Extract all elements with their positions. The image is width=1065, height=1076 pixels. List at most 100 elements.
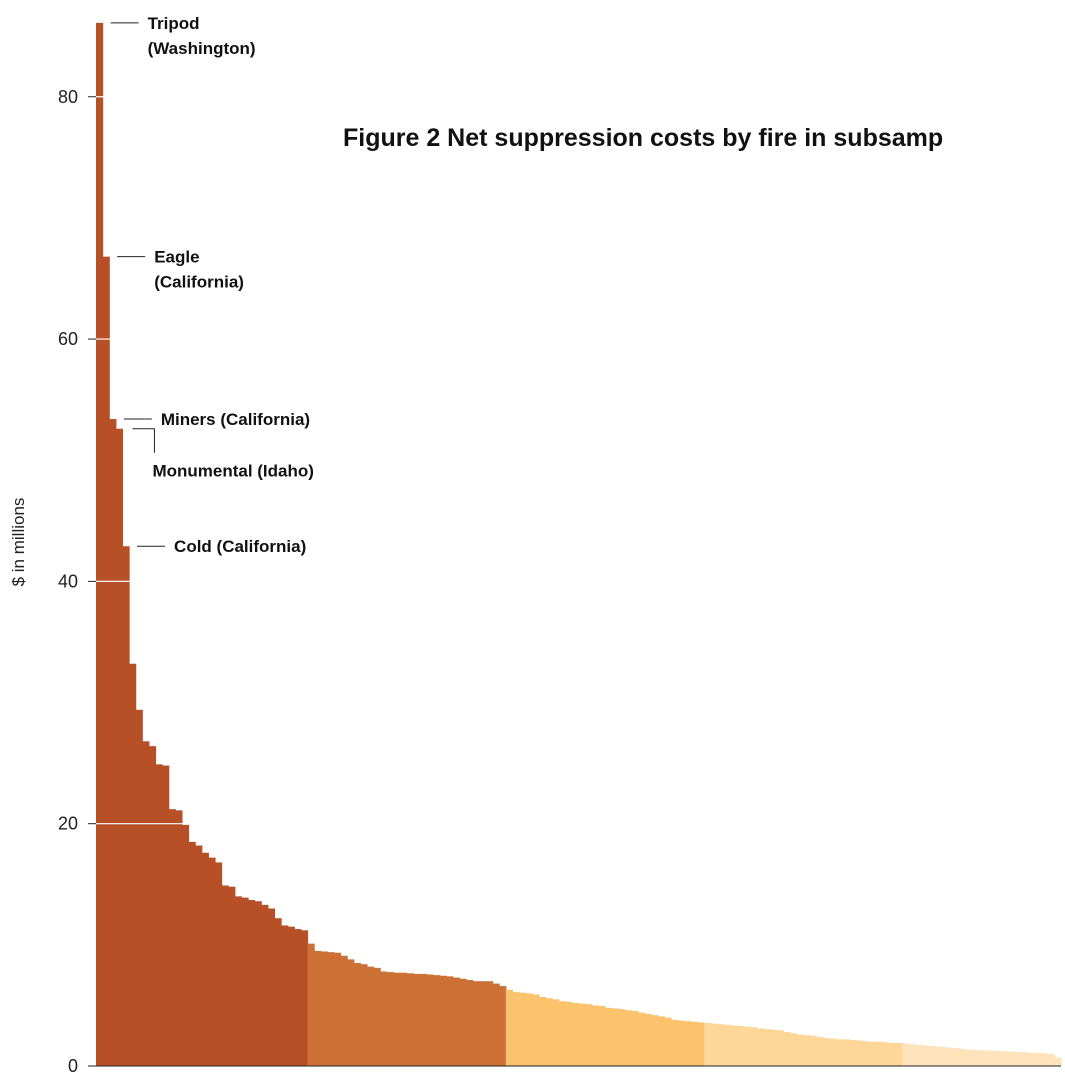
bar: [935, 1046, 943, 1066]
bar: [155, 764, 163, 1066]
chart-title: Figure 2 Net suppression costs by fire i…: [343, 124, 943, 152]
bar: [254, 901, 262, 1066]
annotation-label: Monumental (Idaho): [152, 462, 313, 481]
bar: [181, 824, 190, 1066]
bar: [446, 976, 454, 1066]
bar: [657, 1016, 666, 1066]
bar: [803, 1035, 811, 1066]
bar: [386, 972, 395, 1066]
bar: [611, 1008, 619, 1066]
annotation-tripod: Tripod (Washington): [110, 14, 256, 58]
bar: [287, 926, 295, 1066]
bar: [525, 993, 533, 1066]
bar: [426, 974, 434, 1066]
bar: [129, 663, 137, 1066]
annotation-eagle: Eagle (California): [117, 248, 244, 292]
bar: [1041, 1053, 1049, 1066]
bar: [882, 1042, 890, 1066]
bar: [300, 930, 309, 1066]
bar: [889, 1042, 897, 1066]
bar: [234, 896, 243, 1066]
bar: [532, 994, 540, 1066]
bar: [499, 986, 507, 1066]
bar: [307, 943, 315, 1066]
bar: [809, 1035, 818, 1066]
bar: [704, 1022, 712, 1066]
bar: [492, 983, 500, 1066]
bar: [942, 1047, 950, 1066]
bar: [624, 1010, 632, 1066]
annotations-group: Tripod (Washington) Eagle (California) Miner…: [110, 14, 314, 556]
bar: [604, 1007, 613, 1066]
bar: [380, 971, 388, 1066]
y-tick-label: 0: [68, 1056, 78, 1076]
bar: [723, 1024, 732, 1066]
bar: [281, 925, 289, 1066]
bar: [333, 952, 342, 1066]
bar: [842, 1039, 851, 1066]
bar: [1001, 1051, 1009, 1066]
annotation-miners: Miners (California): [123, 410, 310, 429]
bar: [366, 966, 375, 1066]
bar: [875, 1041, 884, 1066]
bar: [750, 1027, 758, 1066]
bar: [472, 981, 480, 1066]
bar: [928, 1046, 937, 1066]
bar: [1021, 1052, 1029, 1066]
annotation-label: (California): [154, 273, 244, 292]
bar: [975, 1050, 983, 1066]
bar: [664, 1017, 672, 1066]
bar: [175, 810, 183, 1066]
bar: [961, 1049, 970, 1066]
bar: [168, 809, 176, 1066]
bar: [717, 1024, 725, 1066]
bar: [1034, 1052, 1042, 1066]
bar: [340, 955, 348, 1066]
annotation-label: Eagle: [154, 248, 199, 267]
bar: [994, 1050, 1003, 1066]
bar: [452, 977, 461, 1066]
annotation-label: (Washington): [148, 39, 256, 58]
bar: [671, 1019, 679, 1066]
bar: [413, 973, 421, 1066]
bar: [347, 959, 355, 1066]
bar: [737, 1026, 745, 1066]
bar: [988, 1050, 996, 1066]
bar: [948, 1047, 956, 1066]
bar: [770, 1029, 778, 1066]
bar: [1027, 1052, 1036, 1066]
bar: [591, 1005, 599, 1066]
bar: [651, 1015, 659, 1066]
grid-lines: [96, 96, 1061, 825]
bar: [922, 1045, 930, 1066]
bar: [208, 857, 216, 1066]
annotation-leader: [132, 428, 155, 453]
bar: [558, 1001, 566, 1066]
bar: [214, 862, 223, 1066]
bar: [552, 999, 560, 1066]
bar: [790, 1033, 798, 1066]
y-axis-title: $ in millions: [9, 498, 28, 587]
bar: [783, 1032, 791, 1066]
y-tick-label: 80: [58, 87, 78, 107]
annotation-label: Tripod: [148, 14, 200, 33]
bar: [836, 1039, 844, 1066]
bar: [915, 1044, 923, 1066]
bar: [895, 1042, 903, 1066]
bar: [684, 1021, 692, 1066]
y-tick-label: 40: [58, 571, 78, 591]
bar: [188, 841, 196, 1066]
bar: [776, 1030, 784, 1066]
bar: [823, 1038, 831, 1066]
bar: [1054, 1057, 1062, 1066]
bar: [479, 981, 487, 1066]
bar: [796, 1034, 804, 1066]
bar: [955, 1048, 963, 1066]
bar: [148, 746, 157, 1066]
bar: [578, 1003, 586, 1066]
bar: [228, 886, 236, 1066]
y-tick-label: 20: [58, 814, 78, 834]
bar: [585, 1004, 593, 1066]
bar: [538, 996, 547, 1066]
bar: [505, 989, 514, 1066]
